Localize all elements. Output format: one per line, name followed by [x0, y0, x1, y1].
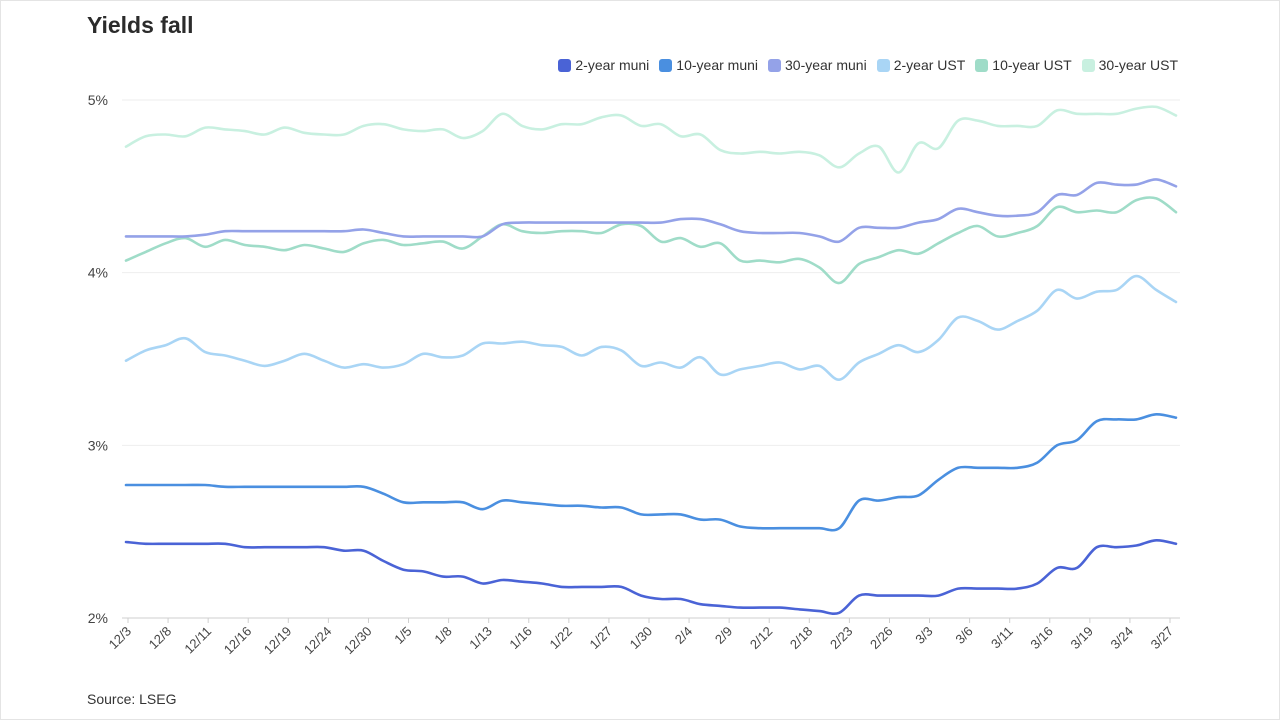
x-tick-label: 12/11	[181, 624, 214, 657]
series-line-10-year-ust	[124, 196, 1178, 285]
x-tick-label: 2/12	[747, 624, 776, 653]
series-line-30-year-ust	[124, 105, 1178, 174]
x-tick-label: 1/27	[587, 624, 616, 653]
legend-label: 30-year muni	[785, 57, 867, 73]
chart-legend: 2-year muni 10-year muni 30-year muni 2-yea…	[558, 57, 1178, 73]
x-tick-label: 12/3	[106, 624, 135, 653]
series-line-2-year-ust	[124, 274, 1178, 381]
source-note: Source: LSEG	[87, 691, 177, 707]
x-tick-label: 12/24	[301, 624, 335, 658]
legend-swatch	[768, 58, 781, 72]
series-line-10-year-muni	[124, 412, 1178, 532]
x-tick-label: 2/23	[827, 624, 856, 653]
x-tick-label: 1/8	[431, 624, 454, 647]
x-tick-label: 1/22	[546, 624, 575, 653]
x-tick-label: 3/6	[952, 624, 975, 647]
x-tick-label: 2/26	[867, 624, 896, 653]
legend-label: 30-year UST	[1098, 57, 1178, 73]
legend-item: 30-year UST	[1081, 57, 1178, 73]
y-tick-label: 4%	[88, 265, 108, 281]
x-tick-label: 12/8	[146, 624, 175, 653]
x-tick-label: 2/18	[787, 624, 816, 653]
x-tick-label: 1/30	[627, 624, 656, 653]
y-tick-label: 3%	[88, 437, 108, 453]
legend-item: 10-year UST	[975, 57, 1072, 73]
x-tick-label: 1/5	[391, 624, 414, 647]
legend-swatch	[975, 58, 989, 72]
x-tick-label: 12/19	[261, 624, 295, 658]
x-tick-label: 3/27	[1148, 624, 1177, 653]
y-tick-label: 2%	[88, 610, 108, 626]
series-line-2-year-muni	[124, 538, 1178, 616]
x-tick-label: 3/3	[912, 624, 935, 647]
legend-label: 2-year UST	[893, 57, 966, 73]
legend-item: 2-year muni	[558, 57, 649, 73]
chart-title: Yields fall	[87, 12, 194, 38]
legend-swatch	[659, 58, 673, 72]
y-tick-label: 5%	[88, 92, 108, 108]
legend-label: 2-year muni	[575, 57, 650, 73]
x-tick-label: 2/4	[672, 624, 695, 647]
legend-swatch	[558, 58, 572, 72]
x-tick-label: 2/9	[712, 624, 735, 647]
legend-swatch	[1081, 58, 1095, 72]
legend-label: 10-year UST	[992, 57, 1072, 73]
legend-label: 10-year muni	[676, 57, 758, 73]
x-tick-label: 1/16	[506, 624, 535, 653]
x-tick-label: 12/16	[221, 624, 255, 658]
x-tick-label: 1/13	[466, 624, 495, 653]
series-line-30-year-muni	[124, 178, 1178, 244]
legend-item: 30-year muni	[768, 57, 867, 73]
legend-item: 10-year muni	[659, 57, 758, 73]
x-tick-label: 3/19	[1067, 624, 1096, 653]
x-tick-label: 12/30	[341, 624, 375, 658]
x-tick-label: 3/16	[1027, 624, 1056, 653]
legend-item: 2-year UST	[876, 57, 966, 73]
x-tick-label: 3/11	[988, 624, 1016, 652]
legend-swatch	[876, 58, 890, 72]
x-tick-label: 3/24	[1108, 624, 1137, 653]
